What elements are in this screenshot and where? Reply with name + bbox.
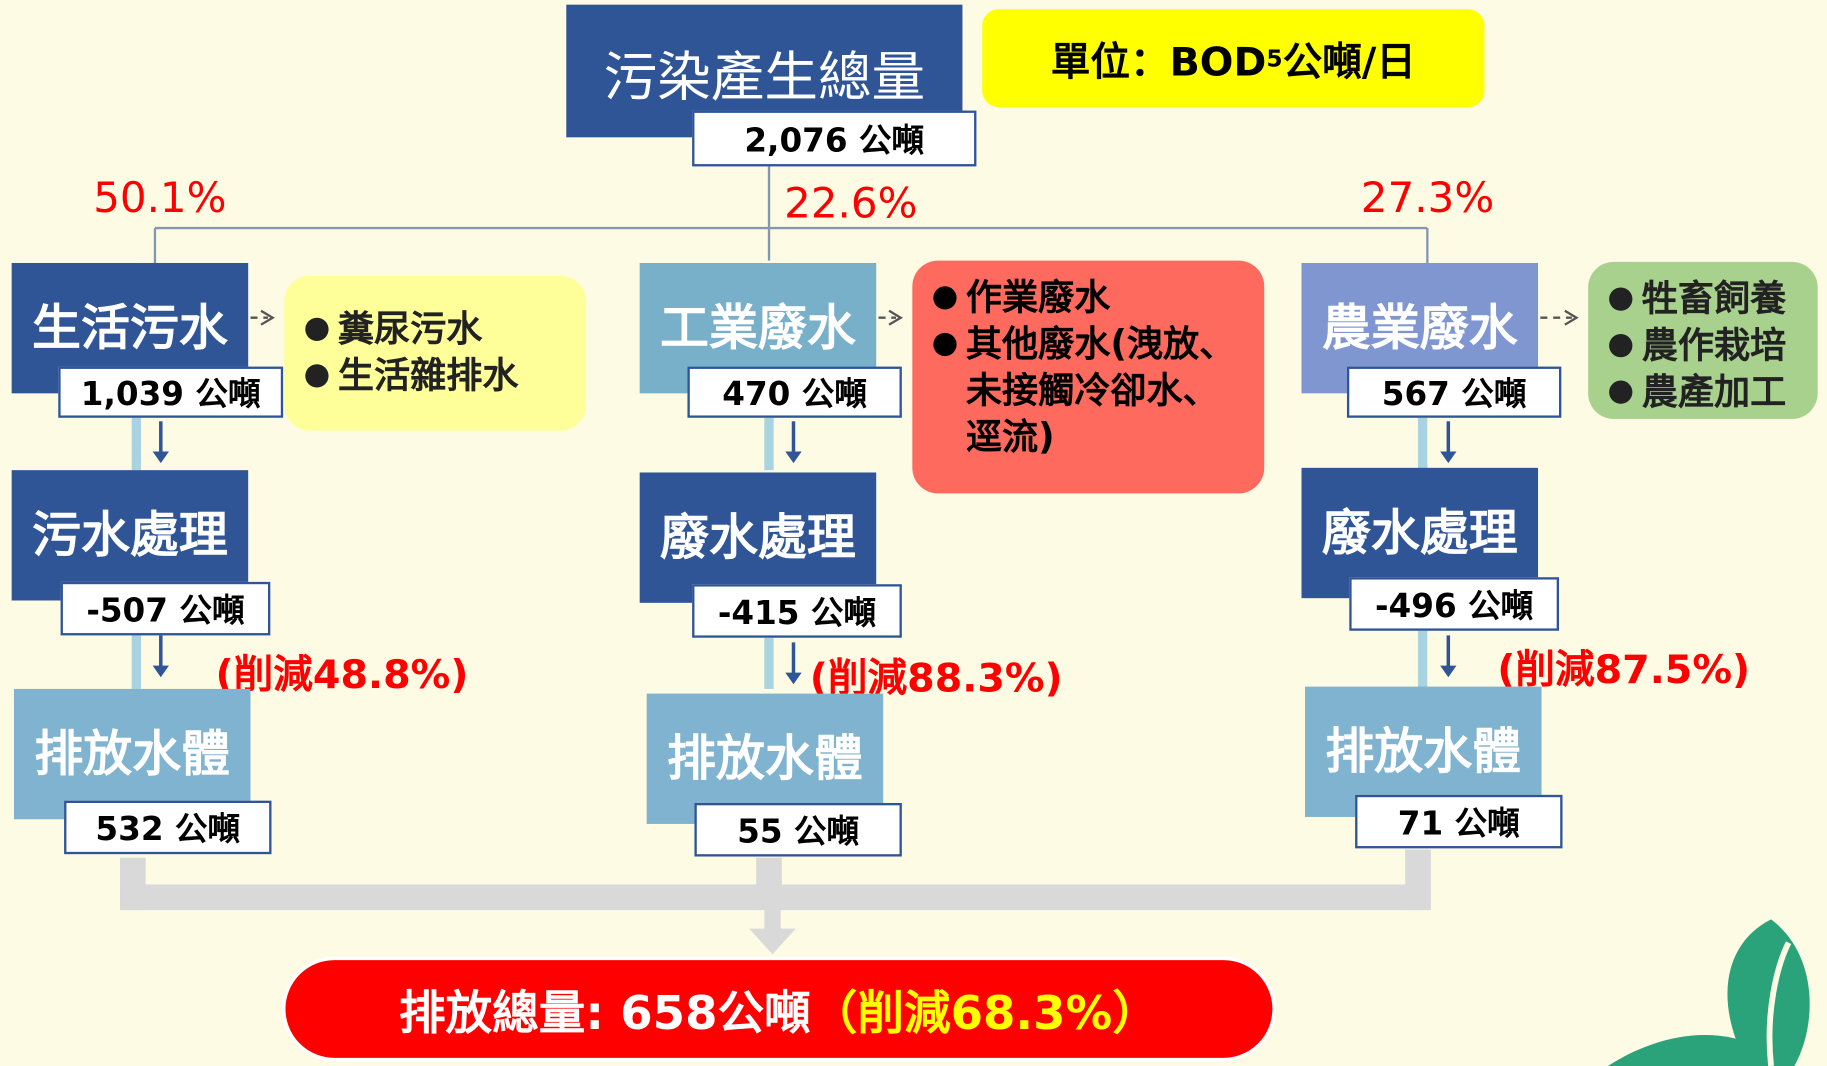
bullet	[1609, 380, 1633, 404]
unit-prefix: 單位：BOD	[1050, 38, 1267, 86]
discharge-box: 排放水體	[646, 693, 884, 824]
detail-item: 生活雜排水	[305, 353, 565, 400]
connector	[764, 393, 774, 471]
reduction: (削減87.5%)	[1497, 647, 1751, 694]
treatment-amount: -507 公噸	[60, 581, 271, 636]
detail-item: 糞尿污水	[305, 306, 565, 353]
detail-box: 糞尿污水 生活雜排水	[284, 275, 587, 431]
connector	[131, 393, 141, 471]
summary: 排放總量: 658公噸 （削減68.3%）	[281, 956, 1276, 1062]
connector	[1564, 309, 1579, 326]
detail-text: 作業廢水	[965, 276, 1111, 319]
reduction: (削減48.8%)	[215, 651, 469, 699]
bullet	[933, 286, 957, 310]
treatment-amount: -496 公噸	[1349, 577, 1560, 631]
detail-item: 牲畜飼養	[1609, 276, 1797, 323]
treatment-box: 污水處理	[11, 470, 249, 601]
detail-box: 作業廢水 其他廢水(洩放、未接觸冷卻水、逕流)	[912, 260, 1265, 494]
detail-item: 作業廢水	[933, 275, 1243, 322]
summary-total: 排放總量: 658公噸	[398, 986, 811, 1041]
connector	[764, 600, 774, 689]
detail-text: 農產加工	[1641, 371, 1787, 414]
share: 22.6%	[784, 180, 918, 229]
detail-item: 其他廢水(洩放、未接觸冷卻水、逕流)	[933, 321, 1243, 461]
unit-suffix: 公噸/日	[1282, 38, 1416, 86]
connector	[131, 600, 141, 689]
summary-reduction: （削減68.3%）	[810, 986, 1159, 1041]
detail-text: 糞尿污水	[337, 308, 483, 351]
treatment-box: 廢水處理	[1301, 467, 1539, 599]
detail-item: 農作栽培	[1609, 322, 1797, 369]
connector	[785, 672, 802, 685]
bullet	[305, 364, 329, 388]
detail-box: 牲畜飼養 農作栽培 農產加工	[1588, 261, 1818, 419]
connector	[152, 451, 169, 464]
discharge-amount: 71 公噸	[1355, 794, 1563, 849]
detail-text: 農作栽培	[1641, 324, 1787, 367]
bullet	[933, 332, 957, 357]
share: 50.1%	[93, 174, 227, 223]
connector	[1418, 393, 1428, 471]
connector	[152, 665, 169, 678]
connector	[1440, 665, 1457, 678]
discharge-amount: 55 公噸	[694, 802, 902, 857]
detail-text: 生活雜排水	[337, 354, 519, 397]
detail-text: 牲畜飼養	[1641, 278, 1787, 321]
discharge-box: 排放水體	[13, 688, 251, 820]
source-amount: 470 公噸	[687, 366, 902, 418]
connector	[785, 451, 802, 464]
discharge-amount: 532 公噸	[64, 800, 272, 855]
detail-text: 其他廢水(洩放、未接觸冷卻水、逕流)	[965, 323, 1236, 459]
treatment-amount: -415 公噸	[692, 584, 902, 638]
bullet	[305, 317, 329, 341]
unit: 單位：BOD 5 公噸/日	[982, 9, 1485, 108]
detail-item: 農產加工	[1609, 369, 1797, 416]
bullet	[1609, 287, 1633, 311]
unit-sub: 5	[1266, 44, 1283, 73]
share: 27.3%	[1360, 174, 1495, 223]
treatment-box: 廢水處理	[639, 472, 877, 603]
connector	[260, 309, 275, 326]
total: 2,076 公噸	[692, 110, 977, 167]
connector	[888, 309, 903, 326]
connector	[1418, 600, 1428, 689]
connector	[1440, 451, 1457, 464]
source-amount: 1,039 公噸	[58, 366, 284, 418]
source-amount: 567 公噸	[1346, 366, 1562, 418]
bullet	[1609, 333, 1633, 358]
